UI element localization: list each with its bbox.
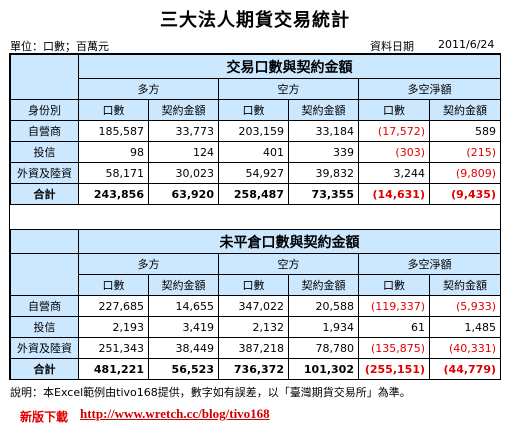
cell: 61 bbox=[358, 316, 430, 338]
download-label: 新版下載 bbox=[20, 410, 69, 424]
row-label: 投信 bbox=[10, 316, 79, 338]
col-volume: 口數 bbox=[78, 274, 149, 296]
cell: 101,302 bbox=[288, 358, 359, 380]
open-interest-table: 未平倉口數與契約金額 多方 空方 多空淨額 口數 契約金額 口數 契約金額 口數… bbox=[10, 229, 502, 380]
total-label: 合計 bbox=[10, 358, 79, 380]
cell: 203,159 bbox=[218, 120, 289, 142]
group-short: 空方 bbox=[218, 78, 359, 100]
group-long: 多方 bbox=[78, 253, 219, 275]
cell: 98 bbox=[78, 141, 149, 163]
cell: (135,875) bbox=[358, 337, 430, 359]
total-row: 合計 481,221 56,523 736,372 101,302 (255,1… bbox=[10, 358, 502, 380]
cell: 243,856 bbox=[78, 183, 149, 205]
cell: 38,449 bbox=[148, 337, 219, 359]
cell: 387,218 bbox=[218, 337, 289, 359]
group-short: 空方 bbox=[218, 253, 359, 275]
col-volume: 口數 bbox=[78, 99, 149, 121]
row-header: 身份別 bbox=[10, 99, 79, 121]
col-volume: 口數 bbox=[218, 274, 289, 296]
cell: 2,132 bbox=[218, 316, 289, 338]
page-title: 三大法人期貨交易統計 bbox=[160, 10, 350, 31]
col-amount: 契約金額 bbox=[288, 274, 359, 296]
cell: 3,244 bbox=[358, 162, 430, 184]
table-row: 外資及陸資 58,171 30,023 54,927 39,832 3,244 … bbox=[10, 162, 501, 184]
cell: (40,331) bbox=[428, 337, 502, 359]
date-value: 2011/6/24 bbox=[438, 38, 495, 51]
cell: 401 bbox=[218, 141, 289, 163]
open-interest-heading: 未平倉口數與契約金額 bbox=[77, 229, 502, 254]
cell: (215) bbox=[429, 141, 501, 163]
table-row: 投信 98 124 401 339 (303) (215) bbox=[10, 141, 501, 163]
cell: (255,151) bbox=[358, 358, 430, 380]
cell: 33,184 bbox=[288, 120, 359, 142]
cell: 258,487 bbox=[218, 183, 289, 205]
row-label: 外資及陸資 bbox=[10, 337, 79, 359]
cell: 54,927 bbox=[218, 162, 289, 184]
table-row: 投信 2,193 3,419 2,132 1,934 61 1,485 bbox=[10, 316, 502, 338]
row-label: 投信 bbox=[10, 141, 79, 163]
trading-table-heading: 交易口數與契約金額 bbox=[78, 54, 501, 79]
col-amount: 契約金額 bbox=[148, 99, 219, 121]
col-volume: 口數 bbox=[218, 99, 289, 121]
cell: 481,221 bbox=[78, 358, 149, 380]
cell: 736,372 bbox=[218, 358, 289, 380]
cell: 1,485 bbox=[428, 316, 502, 338]
cell: (5,933) bbox=[428, 295, 502, 317]
download-link[interactable]: http://www.wretch.cc/blog/tivo168 bbox=[80, 406, 270, 421]
cell: 56,523 bbox=[148, 358, 219, 380]
cell: 251,343 bbox=[78, 337, 149, 359]
table-row: 自營商 185,587 33,773 203,159 33,184 (17,57… bbox=[10, 120, 501, 142]
cell: 58,171 bbox=[78, 162, 149, 184]
total-row: 合計 243,856 63,920 258,487 73,355 (14,631… bbox=[10, 183, 501, 205]
cell: 63,920 bbox=[148, 183, 219, 205]
cell: 30,023 bbox=[148, 162, 219, 184]
group-long: 多方 bbox=[78, 78, 219, 100]
group-net: 多空淨額 bbox=[357, 253, 502, 275]
cell: 124 bbox=[148, 141, 219, 163]
cell: 1,934 bbox=[288, 316, 359, 338]
col-amount: 契約金額 bbox=[429, 99, 501, 121]
cell: (17,572) bbox=[358, 120, 430, 142]
date-label: 資料日期 bbox=[370, 40, 414, 53]
col-volume: 口數 bbox=[358, 274, 430, 296]
footnote: 說明：本Excel範例由tivo168提供，數字如有誤差，以「臺灣期貨交易所」為… bbox=[10, 386, 411, 399]
cell: 20,588 bbox=[288, 295, 359, 317]
table-row: 外資及陸資 251,343 38,449 387,218 78,780 (135… bbox=[10, 337, 502, 359]
cell: (303) bbox=[358, 141, 430, 163]
cell: 185,587 bbox=[78, 120, 149, 142]
group-net: 多空淨額 bbox=[358, 78, 501, 100]
col-amount: 契約金額 bbox=[148, 274, 219, 296]
cell: 227,685 bbox=[78, 295, 149, 317]
blank-cell bbox=[10, 54, 79, 100]
table-spacer bbox=[10, 210, 500, 229]
cell: 73,355 bbox=[288, 183, 359, 205]
total-label: 合計 bbox=[10, 183, 79, 205]
cell: (9,809) bbox=[429, 162, 501, 184]
cell: 339 bbox=[288, 141, 359, 163]
cell: (9,435) bbox=[429, 183, 501, 205]
unit-label: 單位：口數；百萬元 bbox=[10, 40, 109, 53]
cell: 39,832 bbox=[288, 162, 359, 184]
trading-table: 交易口數與契約金額 多方 空方 多空淨額 身份別 口數 契約金額 口數 契約金額… bbox=[10, 54, 501, 205]
cell: (119,337) bbox=[358, 295, 430, 317]
blank-cell bbox=[10, 253, 79, 296]
row-label: 外資及陸資 bbox=[10, 162, 79, 184]
blank-cell bbox=[10, 229, 79, 254]
cell: 33,773 bbox=[148, 120, 219, 142]
table-frame bbox=[9, 53, 501, 380]
cell: (44,779) bbox=[428, 358, 502, 380]
cell: 589 bbox=[429, 120, 501, 142]
cell: 3,419 bbox=[148, 316, 219, 338]
col-amount: 契約金額 bbox=[428, 274, 502, 296]
row-label: 自營商 bbox=[10, 120, 79, 142]
cell: 78,780 bbox=[288, 337, 359, 359]
cell: (14,631) bbox=[358, 183, 430, 205]
col-volume: 口數 bbox=[358, 99, 430, 121]
col-amount: 契約金額 bbox=[288, 99, 359, 121]
cell: 14,655 bbox=[148, 295, 219, 317]
row-label: 自營商 bbox=[10, 295, 79, 317]
cell: 347,022 bbox=[218, 295, 289, 317]
table-row: 自營商 227,685 14,655 347,022 20,588 (119,3… bbox=[10, 295, 502, 317]
cell: 2,193 bbox=[78, 316, 149, 338]
